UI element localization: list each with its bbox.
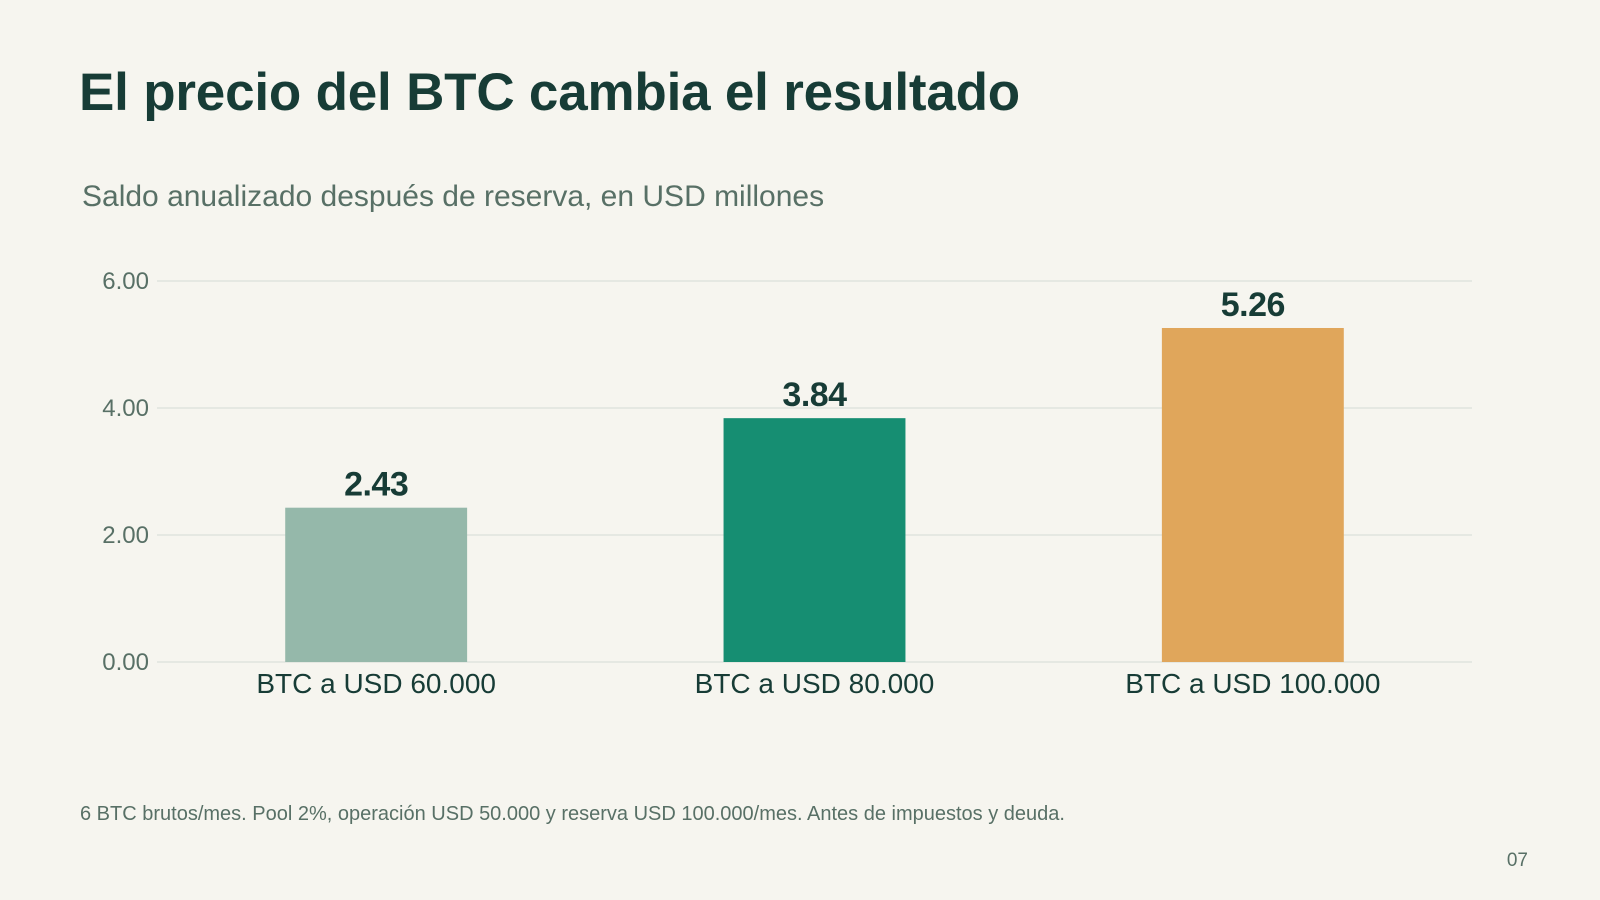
- y-axis-ticks: 0.00 2.00 4.00 6.00: [102, 268, 149, 676]
- bar-value-label: 2.43: [344, 466, 408, 504]
- bar-chart: 0.00 2.00 4.00 6.00 2.43 3.84 5.26 BTC a USD …: [102, 268, 1472, 699]
- x-axis-categories: BTC a USD 60.000 BTC a USD 80.000 BTC a US…: [256, 668, 1380, 699]
- y-tick-label: 4.00: [102, 395, 149, 422]
- data-labels: 2.43 3.84 5.26: [344, 286, 1285, 504]
- bar: [723, 418, 906, 662]
- x-category-label: BTC a USD 80.000: [695, 668, 935, 699]
- chart-subtitle: Saldo anualizado después de reserva, en …: [82, 180, 825, 213]
- y-tick-label: 2.00: [102, 522, 149, 549]
- bar: [1161, 327, 1344, 662]
- footnote: 6 BTC brutos/mes. Pool 2%, operación USD…: [80, 803, 1065, 825]
- slide-title: El precio del BTC cambia el resultado: [79, 63, 1020, 122]
- bar-value-label: 5.26: [1221, 286, 1285, 324]
- bars: [285, 327, 1344, 662]
- y-tick-label: 0.00: [102, 649, 149, 676]
- page-number: 07: [1506, 850, 1528, 871]
- x-category-label: BTC a USD 60.000: [256, 668, 496, 699]
- y-tick-label: 6.00: [102, 268, 149, 295]
- bar-value-label: 3.84: [782, 376, 847, 414]
- x-category-label: BTC a USD 100.000: [1125, 668, 1380, 699]
- bar: [285, 507, 468, 662]
